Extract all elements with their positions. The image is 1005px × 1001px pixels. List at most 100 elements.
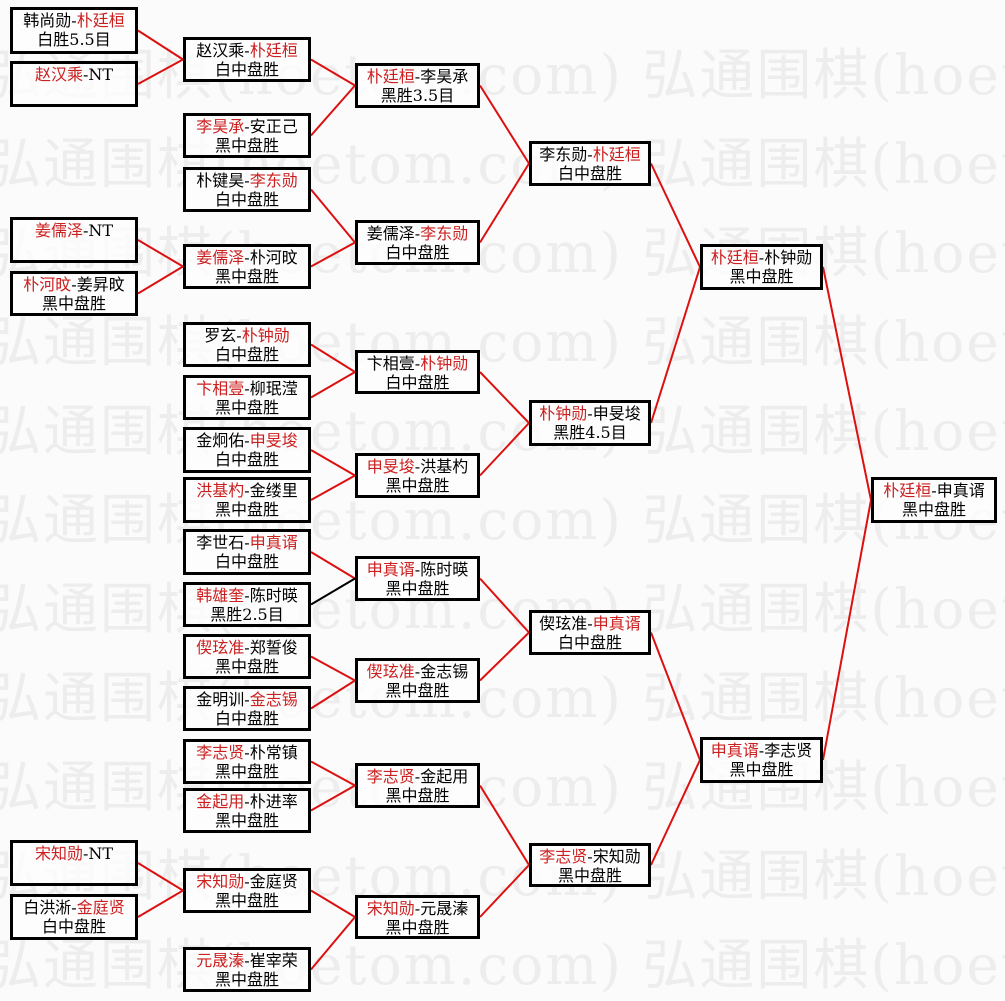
- player-separator: -: [244, 117, 250, 136]
- player-separator: -: [244, 379, 250, 398]
- match-players: 宋知勋-金庭贤: [186, 872, 308, 891]
- match-box: 白洪淅-金庭贤 白中盘胜: [10, 894, 138, 940]
- player-separator: -: [82, 221, 89, 240]
- match-players: 卞相壹-柳珉滢: [186, 379, 308, 398]
- player-name: 李世石: [196, 533, 245, 552]
- bracket-connector-line: [137, 58, 184, 85]
- player-name: 李志贤: [366, 767, 415, 786]
- match-result: 黑中盘胜: [214, 136, 279, 155]
- match-box: 金炯佑-申旻埈 白中盘胜: [183, 427, 311, 473]
- player-separator: -: [244, 586, 250, 605]
- player-name: 卞相壹: [366, 354, 415, 373]
- match-box: 申真谞-陈时暎 黑中盘胜: [355, 556, 480, 601]
- player-name: 朴钟勋: [764, 248, 813, 267]
- bracket-connector-line: [650, 759, 701, 866]
- player-separator: -: [82, 65, 89, 84]
- player-name: 朴钟勋: [241, 326, 290, 345]
- player-name: 偰玹准: [196, 638, 245, 657]
- player-separator: -: [244, 743, 250, 762]
- player-separator: -: [414, 767, 421, 786]
- bracket-connector-line: [310, 916, 356, 971]
- player-name: 宋知勋: [196, 872, 245, 891]
- player-name: 朴钟勋: [539, 404, 588, 423]
- match-result: 黑中盘胜: [214, 891, 279, 910]
- match-box: 韩尚勋-朴廷桓 白胜5.5目: [10, 7, 138, 54]
- bracket-connector-line: [310, 84, 356, 137]
- match-box: 金明训-金志锡 白中盘胜: [183, 686, 311, 731]
- match-players: 朴键昊-李东勋: [186, 171, 308, 190]
- match-players: 宋知勋-NT: [13, 844, 135, 863]
- match-players: 金炯佑-申旻埈: [186, 431, 308, 450]
- match-players: 赵汉乘-朴廷桓: [186, 41, 308, 60]
- player-separator: -: [71, 11, 77, 30]
- match-result: 黑中盘胜: [385, 786, 450, 805]
- match-result: 白中盘胜: [214, 345, 279, 364]
- match-players: 李昊承-安正己: [186, 117, 308, 136]
- match-players: 朴廷桓-李昊承: [358, 67, 477, 86]
- match-box: 李世石-申真谞 白中盘胜: [183, 529, 311, 575]
- player-name: 宋知勋: [34, 844, 83, 863]
- player-separator: -: [236, 326, 242, 345]
- match-players: 朴廷桓-朴钟勋: [703, 248, 820, 267]
- match-players: 宋知勋-元晟溱: [358, 899, 477, 918]
- player-separator: -: [587, 614, 593, 633]
- match-result: 白中盘胜: [557, 164, 622, 183]
- bracket-connector-line: [310, 760, 356, 787]
- bracket-connector-line: [137, 265, 184, 295]
- bracket-connector-line: [479, 864, 530, 918]
- player-separator: -: [414, 662, 421, 681]
- player-name: 姜儒泽: [366, 224, 415, 243]
- match-result: 白中盘胜: [385, 243, 450, 262]
- player-name: 宋知勋: [366, 899, 415, 918]
- match-result: 黑中盘胜: [214, 657, 279, 676]
- player-name: NT: [88, 844, 114, 863]
- player-name: 申真谞: [249, 533, 298, 552]
- player-separator: -: [414, 560, 421, 579]
- player-name: 朴廷桓: [366, 67, 415, 86]
- player-name: 朴河旼: [23, 275, 72, 294]
- player-separator: -: [244, 951, 250, 970]
- bracket-connector-line: [822, 499, 872, 761]
- player-separator: -: [244, 481, 250, 500]
- match-box: 赵汉乘-NT: [10, 61, 138, 107]
- match-box: 李志贤-金起用 黑中盘胜: [355, 763, 480, 808]
- player-separator: -: [244, 638, 250, 657]
- match-players: 姜儒泽-李东勋: [358, 224, 477, 243]
- match-result: 黑中盘胜: [729, 267, 794, 286]
- match-result: 黑中盘胜: [385, 918, 450, 937]
- player-name: 朴廷桓: [76, 11, 125, 30]
- bracket-connector-line: [310, 655, 356, 682]
- player-name: 李志贤: [539, 847, 588, 866]
- player-separator: -: [414, 457, 421, 476]
- bracket-connector-line: [310, 474, 356, 501]
- match-box: 卞相壹-柳珉滢 黑中盘胜: [183, 375, 311, 420]
- match-players: 李志贤-金起用: [358, 767, 477, 786]
- player-separator: -: [414, 224, 421, 243]
- player-separator: -: [244, 41, 250, 60]
- player-separator: -: [244, 248, 250, 267]
- player-separator: -: [244, 690, 250, 709]
- player-name: 李昊承: [420, 67, 469, 86]
- player-name: 金志锡: [420, 662, 469, 681]
- player-name: 申真谞: [366, 560, 415, 579]
- player-name: 元晟溱: [196, 951, 245, 970]
- player-name: 申真谞: [592, 614, 641, 633]
- player-name: 金庭贤: [76, 898, 125, 917]
- match-result: 白中盘胜: [557, 633, 622, 652]
- player-name: 申旻埈: [366, 457, 415, 476]
- match-result: 黑中盘胜: [901, 500, 966, 519]
- match-players: 朴廷桓-申真谞: [874, 481, 994, 500]
- player-name: 崔宰荣: [249, 951, 298, 970]
- match-result: 白中盘胜: [214, 190, 279, 209]
- match-result: 黑胜2.5目: [210, 605, 284, 624]
- match-players: 韩雄奎-陈时暎: [186, 586, 308, 605]
- match-result: 黑中盘胜: [385, 681, 450, 700]
- bracket-connector-line: [310, 449, 356, 477]
- player-name: 李昊承: [196, 117, 245, 136]
- match-players: 偰玹准-金志锡: [358, 662, 477, 681]
- match-box: 偰玹准-郑誓俊 黑中盘胜: [183, 634, 311, 679]
- bracket-connector-line: [479, 577, 530, 634]
- player-name: 申真谞: [710, 741, 759, 760]
- bracket-connector-line: [479, 371, 530, 424]
- match-players: 申旻埈-洪基杓: [358, 457, 477, 476]
